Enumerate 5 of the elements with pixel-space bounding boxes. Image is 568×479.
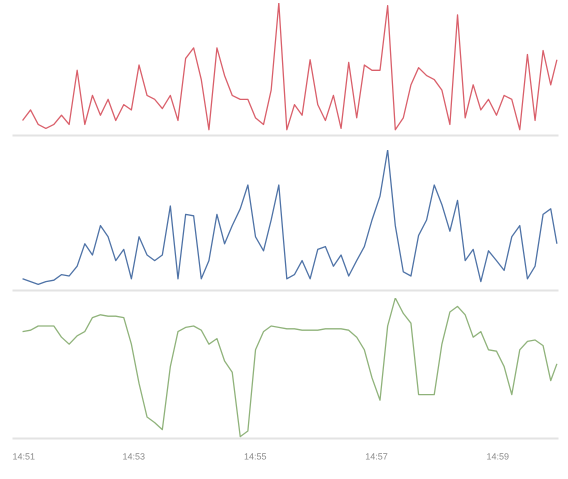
x-tick-label: 14:55 (244, 452, 267, 462)
x-tick-label: 14:57 (365, 452, 388, 462)
x-tick-label: 14:51 (12, 452, 36, 462)
x-tick-label: 14:53 (122, 452, 145, 462)
x-tick-label: 14:59 (486, 452, 509, 462)
